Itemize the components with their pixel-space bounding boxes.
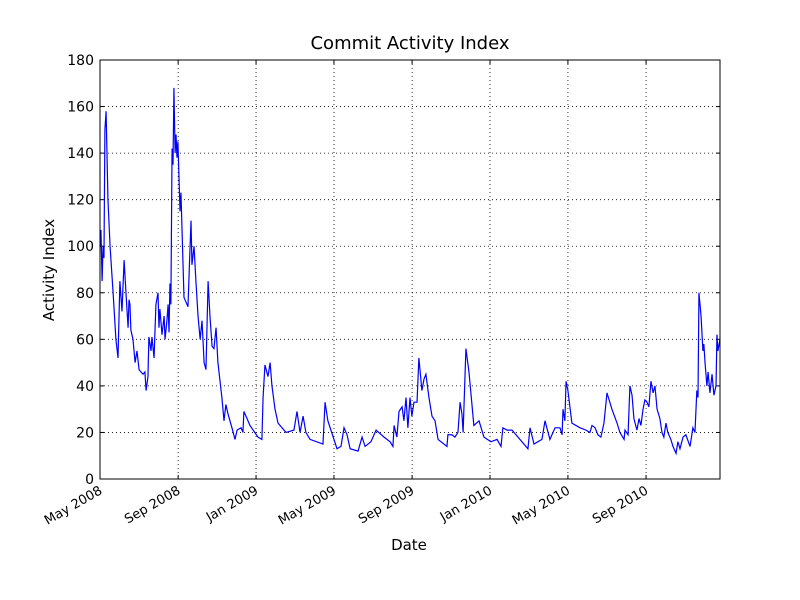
y-tick-label: 20 [76, 425, 94, 441]
y-tick-label: 60 [76, 332, 94, 348]
data-line [99, 87, 721, 456]
x-axis-label: Date [391, 536, 427, 554]
y-axis-label: Activity Index [40, 219, 58, 321]
y-tick-label: 180 [67, 53, 94, 69]
y-tick-label: 0 [85, 472, 94, 488]
y-tick-label: 100 [67, 239, 94, 255]
axes-frame [99, 59, 721, 480]
y-tick-label: 160 [67, 100, 94, 116]
y-tick-label: 80 [76, 286, 94, 302]
y-tick-label: 40 [76, 379, 94, 395]
chart-title: Commit Activity Index [310, 33, 509, 54]
y-tick-label: 120 [67, 193, 94, 209]
y-tick-label: 140 [67, 146, 94, 162]
